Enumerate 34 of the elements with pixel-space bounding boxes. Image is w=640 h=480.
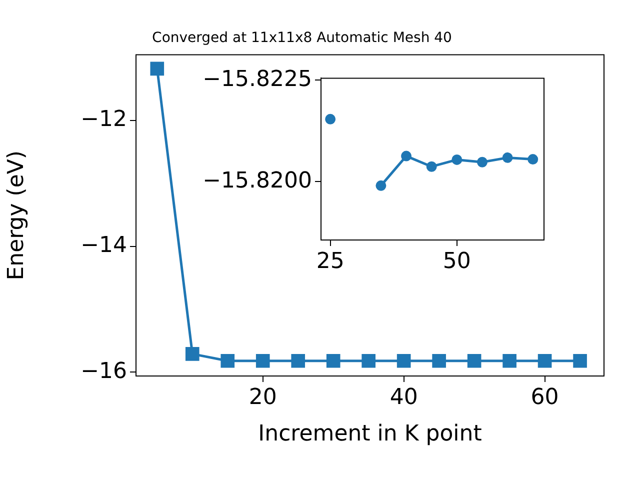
point bbox=[528, 154, 538, 165]
point bbox=[502, 152, 513, 163]
point bbox=[256, 354, 270, 368]
chart-title: Converged at 11x11x8 Automatic Mesh 40 bbox=[152, 30, 452, 46]
y-tick-label: −12 bbox=[80, 107, 127, 132]
x-axis-title: Increment in K point bbox=[258, 422, 482, 447]
point bbox=[362, 354, 376, 368]
point bbox=[573, 354, 587, 368]
point bbox=[452, 154, 462, 165]
y-tick-label: −16 bbox=[80, 358, 127, 384]
point bbox=[401, 150, 412, 162]
point bbox=[185, 347, 200, 361]
y-tick-label: −15.8200 bbox=[202, 168, 312, 194]
point bbox=[538, 354, 552, 368]
point bbox=[502, 354, 516, 368]
point bbox=[396, 354, 411, 368]
point bbox=[325, 114, 336, 124]
x-tick-label: 20 bbox=[248, 384, 277, 410]
point bbox=[326, 354, 340, 368]
point bbox=[220, 354, 235, 368]
point bbox=[376, 180, 386, 191]
x-tick-label: 50 bbox=[442, 248, 471, 274]
y-tick-label: −15.8225 bbox=[202, 66, 312, 92]
y-tick-label: −14 bbox=[80, 232, 127, 258]
point bbox=[150, 62, 164, 76]
x-tick-label: 40 bbox=[390, 384, 418, 410]
x-tick-label: 25 bbox=[316, 248, 344, 274]
point bbox=[291, 354, 306, 368]
y-axis-title: Energy (eV) bbox=[4, 150, 29, 280]
point bbox=[476, 156, 488, 168]
point bbox=[432, 354, 446, 368]
point bbox=[467, 354, 482, 368]
point bbox=[426, 161, 437, 172]
x-tick-label: 60 bbox=[530, 384, 559, 410]
